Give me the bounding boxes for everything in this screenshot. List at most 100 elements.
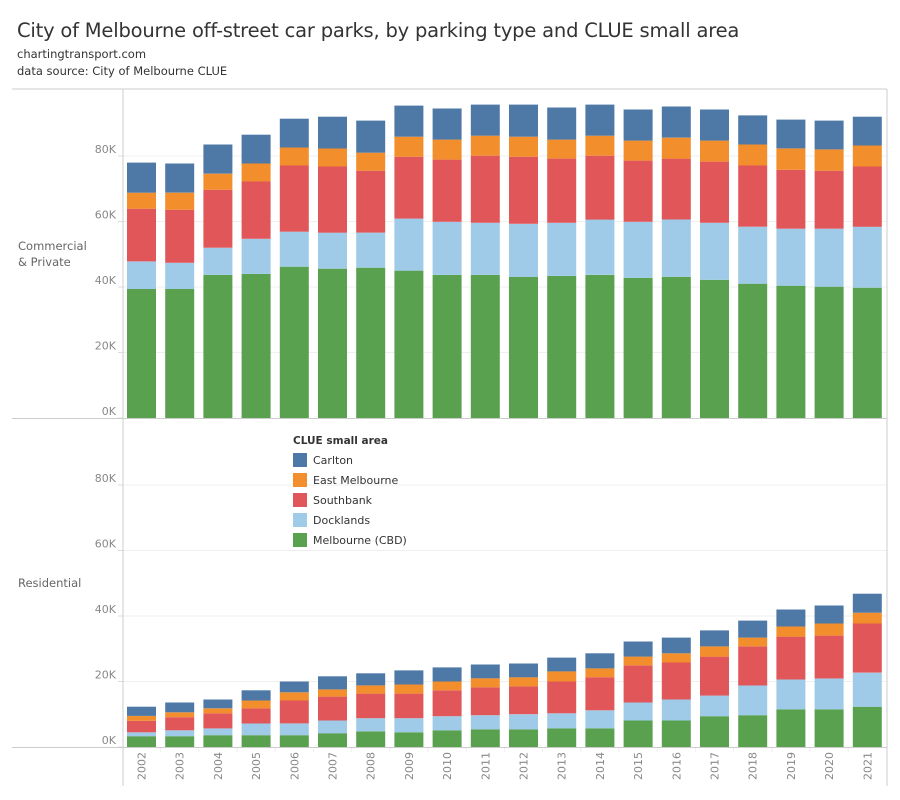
bar-segment-east-melbourne-2013 — [547, 671, 577, 682]
bar-segment-southbank-2014 — [585, 677, 615, 711]
bar-segment-east-melbourne-2006 — [279, 692, 309, 701]
legend-swatch — [293, 473, 307, 487]
bar-segment-docklands-2019 — [776, 679, 806, 710]
bar-segment-carlton-2013 — [547, 107, 577, 140]
bar-segment-melbourne-cbd-2021 — [852, 287, 882, 418]
bar-segment-east-melbourne-2017 — [700, 140, 729, 162]
bar-segment-docklands-2020 — [814, 228, 844, 287]
legend-item-docklands[interactable]: Docklands — [293, 510, 407, 530]
bar-segment-southbank-2010 — [432, 159, 462, 222]
bar-segment-southbank-2009 — [394, 693, 424, 719]
bar-segment-southbank-2021 — [852, 623, 882, 673]
bar-segment-melbourne-cbd-2007 — [318, 733, 347, 747]
bar-segment-east-melbourne-2002 — [127, 715, 156, 721]
x-tick-label-2009: 2009 — [403, 752, 416, 780]
y-tick-label: 60K — [95, 209, 117, 222]
bar-segment-east-melbourne-2013 — [547, 139, 577, 159]
bar-segment-southbank-2012 — [509, 156, 538, 224]
bar-segment-docklands-2009 — [394, 718, 424, 733]
bar-segment-carlton-2012 — [509, 663, 538, 678]
bar-segment-southbank-2011 — [470, 687, 500, 716]
bar-segment-east-melbourne-2007 — [318, 148, 347, 167]
gridlines — [118, 155, 887, 748]
panel-label-residential: Residential — [18, 576, 81, 590]
y-tick-label: 20K — [95, 340, 117, 353]
bar-segment-southbank-2014 — [585, 155, 615, 220]
bar-segment-melbourne-cbd-2010 — [432, 730, 462, 747]
bar-segment-docklands-2016 — [661, 699, 691, 721]
bar-segment-east-melbourne-2011 — [470, 678, 500, 688]
bar-segment-docklands-2003 — [165, 730, 195, 737]
bar-segment-southbank-2007 — [318, 696, 347, 721]
bar-segment-docklands-2003 — [165, 262, 195, 289]
panel-labels: Commercial & Private Residential — [18, 239, 87, 590]
legend-item-east-melbourne[interactable]: East Melbourne — [293, 470, 407, 490]
bar-segment-docklands-2014 — [585, 710, 615, 729]
bar-segment-docklands-2010 — [432, 716, 462, 731]
bar-segment-melbourne-cbd-2010 — [432, 274, 462, 418]
x-tick-label-2014: 2014 — [594, 752, 607, 780]
bar-segment-southbank-2015 — [623, 665, 653, 703]
bar-segment-east-melbourne-2010 — [432, 681, 462, 691]
bar-segment-southbank-2019 — [776, 169, 806, 229]
bar-segment-east-melbourne-2003 — [165, 712, 195, 718]
bar-segment-melbourne-cbd-2008 — [356, 731, 386, 747]
legend-swatch — [293, 453, 307, 467]
bar-segment-docklands-2008 — [356, 718, 386, 732]
bar-segment-melbourne-cbd-2015 — [623, 720, 653, 747]
chart-data-source: data source: City of Melbourne CLUE — [17, 64, 228, 78]
bar-segment-docklands-2016 — [661, 219, 691, 277]
bar-segment-melbourne-cbd-2013 — [547, 728, 577, 747]
bar-segment-southbank-2004 — [203, 189, 233, 248]
bar-segment-carlton-2019 — [776, 609, 806, 627]
x-tick-label-2002: 2002 — [136, 752, 149, 780]
bar-segment-docklands-2018 — [738, 685, 768, 716]
bar-segment-docklands-2005 — [241, 723, 271, 736]
bar-segment-southbank-2003 — [165, 717, 195, 731]
bar-segment-melbourne-cbd-2011 — [470, 274, 500, 418]
bar-segment-docklands-2007 — [318, 720, 347, 734]
bar-segment-melbourne-cbd-2006 — [279, 735, 309, 747]
bar-segment-carlton-2015 — [623, 109, 653, 141]
bar-segment-carlton-2004 — [203, 699, 233, 709]
bar-segment-east-melbourne-2016 — [661, 137, 691, 159]
bar-segment-docklands-2012 — [509, 223, 538, 277]
bar-segment-southbank-2005 — [241, 708, 271, 724]
bar-segment-docklands-2013 — [547, 222, 577, 276]
x-tick-label-2020: 2020 — [823, 752, 836, 780]
bar-segment-melbourne-cbd-2014 — [585, 728, 615, 747]
legend: CLUE small area Carlton East Melbourne Sou… — [293, 435, 407, 550]
legend-item-melbourne-cbd[interactable]: Melbourne (CBD) — [293, 530, 407, 550]
bar-segment-east-melbourne-2007 — [318, 689, 347, 697]
bar-segment-east-melbourne-2017 — [700, 646, 729, 657]
bar-segment-carlton-2015 — [623, 641, 653, 657]
bar-segment-southbank-2019 — [776, 636, 806, 680]
bar-segment-east-melbourne-2014 — [585, 135, 615, 156]
bar-segment-docklands-2010 — [432, 221, 462, 275]
bar-segment-melbourne-cbd-2018 — [738, 715, 768, 747]
bar-segment-southbank-2006 — [279, 700, 309, 724]
bar-segment-docklands-2017 — [700, 222, 729, 280]
legend-item-southbank[interactable]: Southbank — [293, 490, 407, 510]
bar-segment-carlton-2006 — [279, 681, 309, 693]
x-tick-label-2015: 2015 — [632, 752, 645, 780]
x-tick-label-2008: 2008 — [365, 752, 378, 780]
bar-segment-melbourne-cbd-2011 — [470, 729, 500, 747]
bar-segment-carlton-2007 — [318, 676, 347, 690]
x-tick-label-2018: 2018 — [747, 752, 760, 780]
bar-segment-carlton-2011 — [470, 664, 500, 679]
legend-item-carlton[interactable]: Carlton — [293, 450, 407, 470]
bar-segment-melbourne-cbd-2007 — [318, 268, 347, 418]
x-tick-label-2016: 2016 — [670, 752, 683, 780]
x-tick-label-2019: 2019 — [785, 752, 798, 780]
bar-segment-docklands-2006 — [279, 723, 309, 736]
bar-segment-carlton-2004 — [203, 144, 233, 174]
x-tick-label-2010: 2010 — [441, 752, 454, 780]
x-tick-label-2021: 2021 — [861, 752, 874, 780]
bar-segment-east-melbourne-2020 — [814, 623, 844, 636]
bar-segment-southbank-2016 — [661, 158, 691, 220]
bar-segment-melbourne-cbd-2017 — [700, 279, 729, 418]
panel-label-commercial-line2: & Private — [18, 255, 71, 269]
bar-segment-east-melbourne-2016 — [661, 653, 691, 663]
bar-segment-carlton-2017 — [700, 630, 729, 647]
